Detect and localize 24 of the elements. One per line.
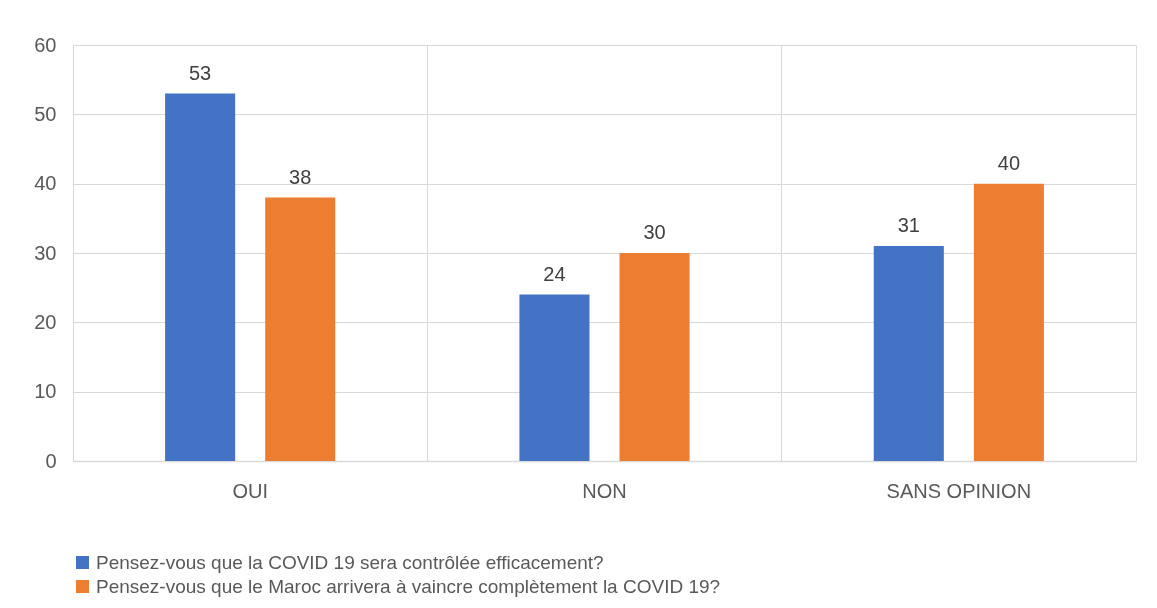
y-tick-label: 50 — [34, 102, 57, 125]
data-label: 53 — [188, 61, 212, 84]
x-tick-label: NON — [582, 479, 627, 502]
bar — [619, 253, 690, 461]
bar — [873, 246, 944, 461]
data-label: 31 — [897, 214, 920, 237]
data-label: 24 — [543, 262, 566, 285]
bar — [973, 183, 1044, 461]
x-tick-label: OUI — [232, 479, 268, 502]
y-tick-label: 10 — [34, 380, 57, 403]
y-tick-label: 60 — [34, 33, 57, 56]
bar — [519, 294, 590, 461]
y-tick-label: 40 — [34, 172, 57, 195]
legend-label: Pensez-vous que le Maroc arrivera à vaincre complètement la COVID 19? — [96, 575, 721, 597]
x-tick-label: SANS OPINION — [886, 479, 1032, 502]
y-tick-label: 30 — [34, 241, 57, 264]
bar — [165, 93, 236, 461]
data-label: 38 — [289, 165, 312, 188]
y-tick-label: 20 — [34, 310, 57, 333]
data-label: 30 — [643, 221, 666, 243]
y-tick-label: 0 — [45, 449, 57, 472]
bar — [265, 197, 336, 461]
data-label: 40 — [997, 151, 1021, 174]
legend-label: Pensez-vous que la COVID 19 sera contrôlée efficacement? — [96, 551, 604, 573]
